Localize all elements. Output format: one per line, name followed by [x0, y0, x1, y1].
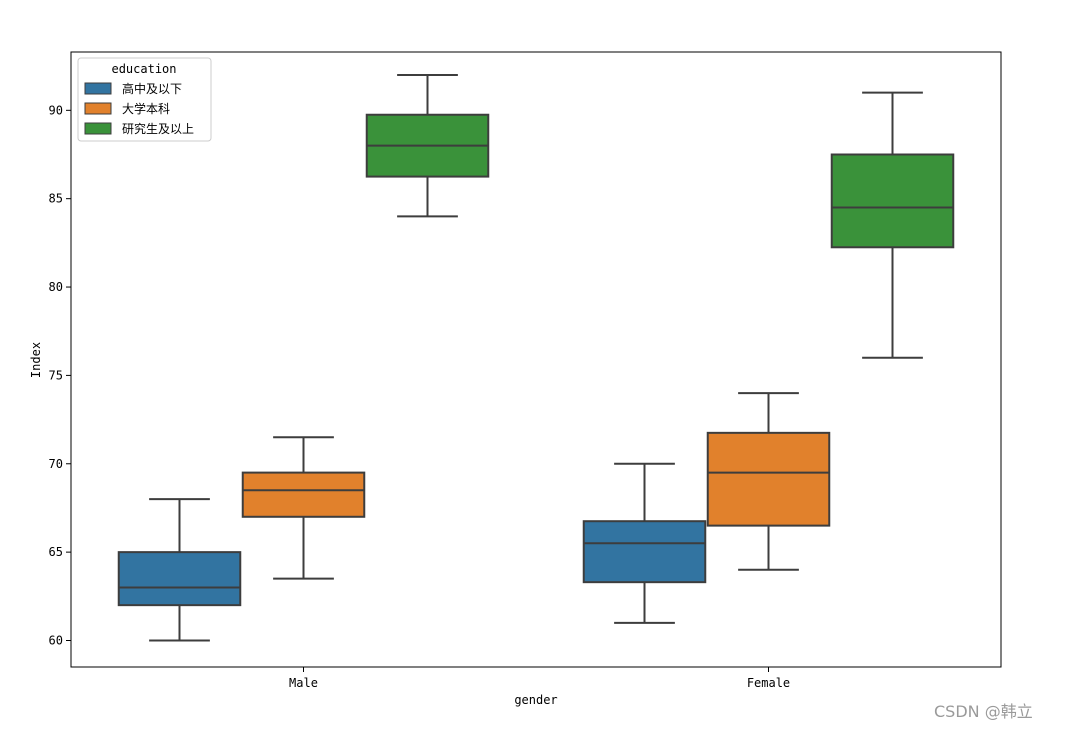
legend-swatch	[84, 82, 112, 95]
x-axis: Male Female	[289, 667, 790, 690]
y-axis-title: Index	[29, 342, 43, 378]
x-axis-title: gender	[514, 693, 557, 707]
watermark: CSDN @韩立	[934, 702, 1033, 721]
y-axis: 60 65 70 75 80 85 90	[49, 103, 71, 647]
legend-frame	[77, 57, 212, 142]
iqr-box	[582, 520, 707, 584]
iqr-box	[241, 471, 366, 518]
box-1-female	[582, 462, 707, 624]
y-tick-label: 70	[49, 457, 63, 471]
legend-swatch	[84, 122, 112, 135]
legend-title: education	[111, 62, 176, 76]
legend-label: 高中及以下	[122, 81, 182, 96]
box-1-male	[117, 498, 242, 642]
iqr-box	[830, 153, 955, 249]
iqr-box	[706, 431, 831, 527]
iqr-box	[117, 551, 242, 607]
box-3-male	[365, 73, 490, 218]
y-tick-label: 75	[49, 368, 63, 382]
legend-label: 大学本科	[122, 101, 170, 116]
y-tick-label: 90	[49, 103, 63, 117]
x-tick-label: Male	[289, 676, 318, 690]
box-marks	[117, 73, 955, 642]
legend-label: 研究生及以上	[122, 121, 194, 136]
box-2-male	[241, 436, 366, 580]
y-tick-label: 60	[49, 633, 63, 647]
y-tick-label: 65	[49, 545, 63, 559]
y-tick-label: 80	[49, 280, 63, 294]
box-2-female	[706, 392, 831, 571]
y-tick-label: 85	[49, 192, 63, 206]
legend-swatch	[84, 102, 112, 115]
box-3-female	[830, 91, 955, 359]
x-tick-label: Female	[747, 676, 790, 690]
